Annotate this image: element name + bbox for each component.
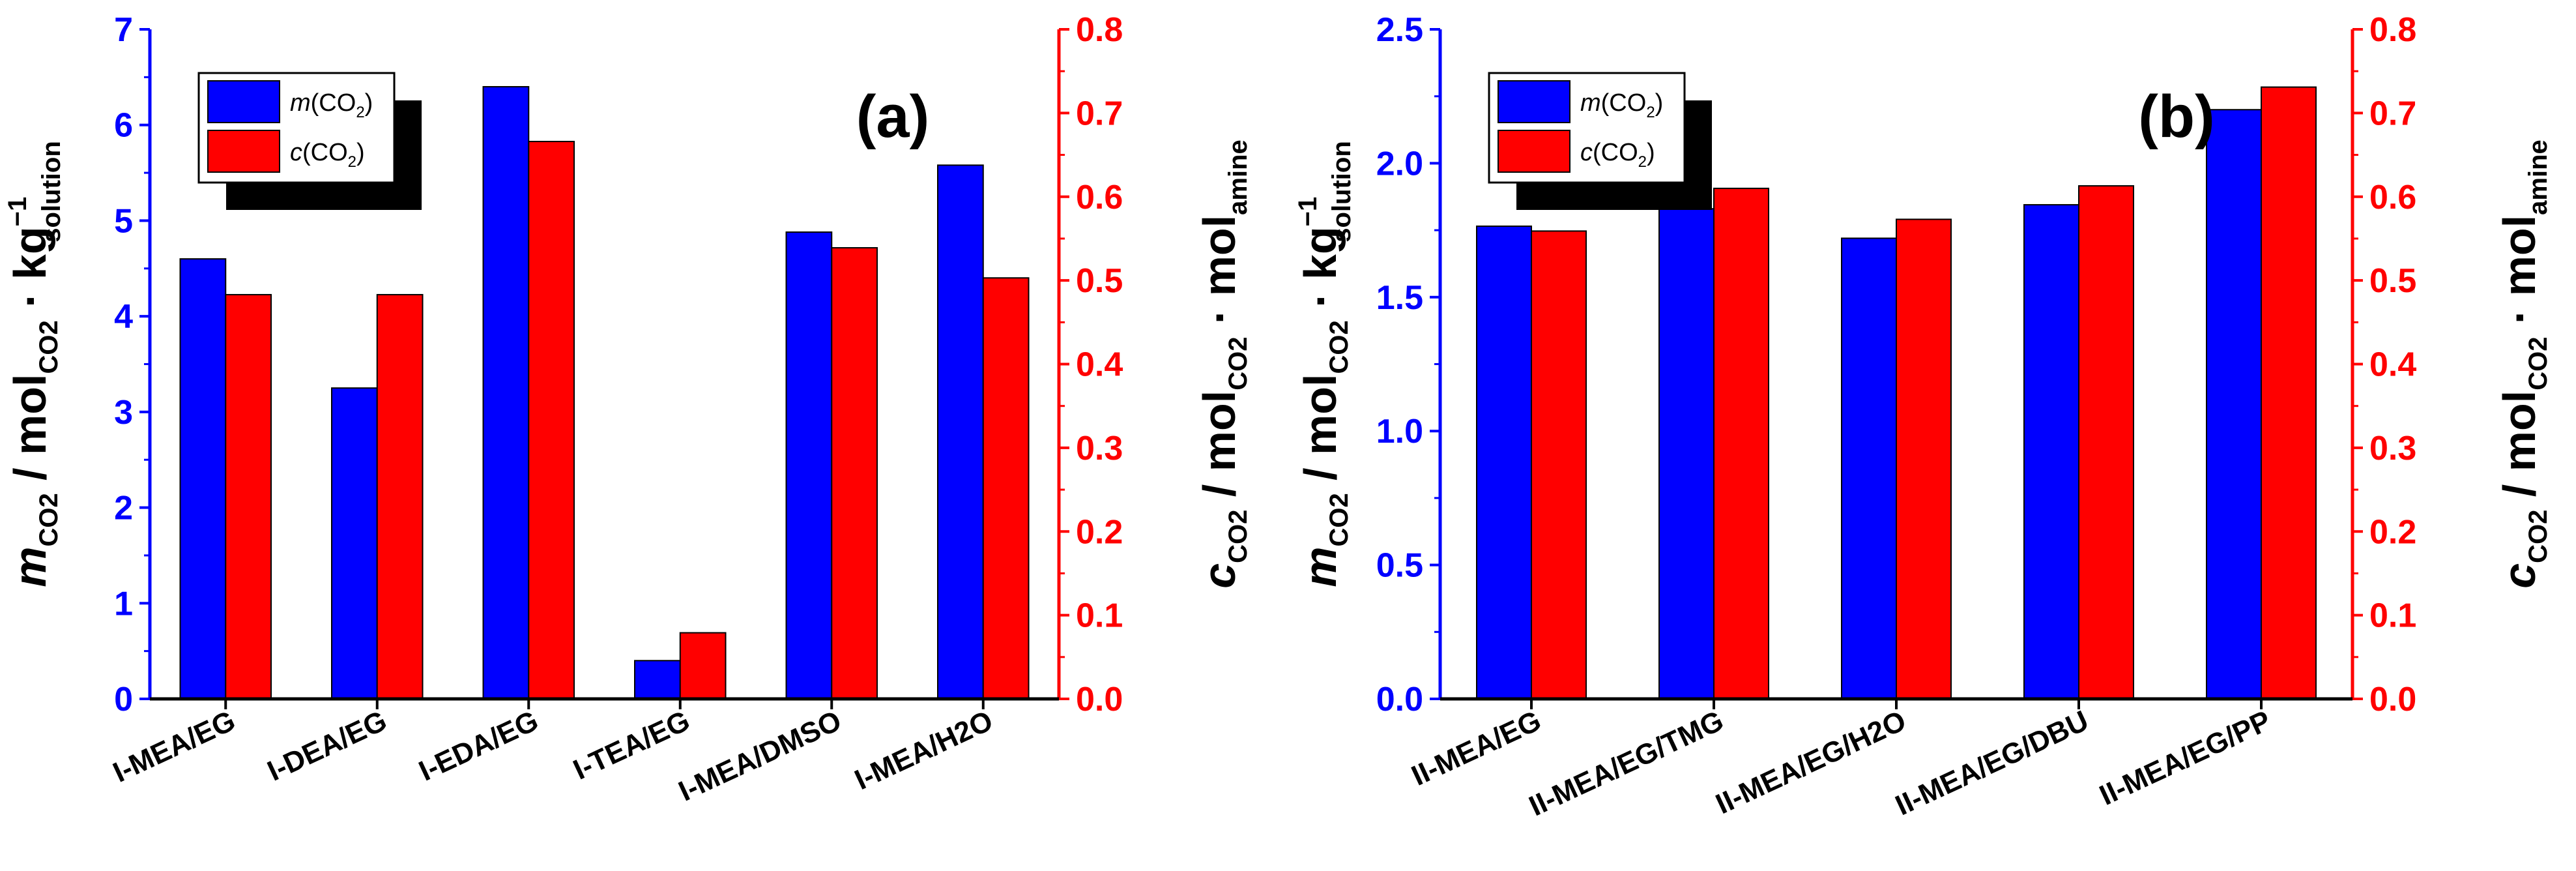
y-tick-label-left: 4 [114, 298, 133, 336]
panel-label: (b) [2138, 83, 2214, 150]
y-tick-label-right: 0.0 [1076, 681, 1123, 718]
y-tick-label-left: 1.5 [1376, 279, 1423, 317]
y-tick-label-right: 0.2 [2369, 513, 2416, 551]
y-tick-label-right: 0.3 [2369, 430, 2416, 467]
y-tick-label-right: 0.7 [1076, 95, 1123, 132]
x-tick-label: II-MEA/EG/TMG [1524, 705, 1728, 823]
y-tick-label-right: 0.5 [2369, 262, 2416, 300]
y-tick-label-right: 0.7 [2369, 95, 2416, 132]
y-tick-label-left: 0.0 [1376, 681, 1423, 718]
bar-m-co2 [1476, 225, 1532, 700]
y-tick-label-left: 2.0 [1376, 145, 1423, 183]
panel-label: (a) [856, 83, 929, 150]
legend-label-c: c(CO2) [290, 139, 365, 171]
legend-swatch-m [207, 80, 280, 123]
bar-m-co2 [482, 86, 530, 700]
bar-c-co2 [376, 293, 424, 700]
bar-m-co2 [179, 258, 227, 700]
y-tick-label-right: 0.3 [1076, 430, 1123, 467]
y-tick-label-left: 3 [114, 394, 133, 432]
y-axis-title-right: cCO2 / molCO2 · molamine [1194, 140, 1252, 589]
x-tick-label: II-MEA/EG [1407, 705, 1546, 792]
legend-label-m: m(CO2) [1580, 89, 1663, 121]
bar-m-co2 [937, 164, 984, 700]
y-tick-label-right: 0.1 [2369, 597, 2416, 635]
y-axis-title-left: mCO2 / molCO2 · kg−1 solution [1294, 141, 1356, 587]
x-tick-label: I-MEA/DMSO [674, 705, 846, 808]
y-tick-label-right: 0.0 [2369, 681, 2416, 718]
legend-label-c: c(CO2) [1580, 139, 1655, 171]
bar-c-co2 [982, 277, 1030, 700]
bar-c-co2 [1713, 187, 1769, 700]
y-tick-label-right: 0.4 [2369, 346, 2416, 384]
x-tick-label: I-EDA/EG [414, 705, 543, 788]
legend-swatch-c [207, 130, 280, 173]
y-tick-label-right: 0.1 [1076, 597, 1123, 635]
y-tick-label-right: 0.2 [1076, 513, 1123, 551]
bar-m-co2 [2023, 204, 2079, 700]
legend-swatch-c [1498, 130, 1570, 173]
y-axis-title-left: mCO2 / molCO2 · kg−1 solution [3, 141, 66, 587]
x-tick-label: II-MEA/EG/H2O [1711, 705, 1911, 821]
y-tick-label-left: 1 [114, 585, 133, 623]
y-tick-label-left: 0 [114, 681, 133, 718]
y-tick-label-right: 0.4 [1076, 346, 1123, 384]
chart-panel-a: I-MEA/EG I-DEA/EG I-EDA/EG I-TEA/EGI-MEA/DM… [3, 11, 1252, 808]
y-tick-label-left: 7 [114, 11, 133, 49]
y-tick-label-right: 0.5 [1076, 262, 1123, 300]
x-tick-label: II-MEA/EG/DBU [1890, 705, 2093, 822]
x-tick-label: II-MEA/EG/PP [2094, 705, 2276, 812]
legend-label-m: m(CO2) [290, 89, 373, 121]
x-tick-label: I-MEA/H2O [850, 705, 998, 796]
y-tick-label-left: 0.5 [1376, 547, 1423, 585]
bar-m-co2 [785, 231, 833, 700]
bar-m-co2 [2206, 109, 2262, 700]
bar-m-co2 [1658, 208, 1715, 700]
bar-m-co2 [331, 387, 378, 700]
bar-c-co2 [679, 632, 727, 700]
bar-c-co2 [2261, 86, 2317, 700]
bar-c-co2 [225, 293, 272, 700]
chart-panel-b: II-MEA/EGII-MEA/EG/TMGII-MEA/EG/H2OII-ME… [1294, 11, 2553, 822]
y-tick-label-left: 2 [114, 490, 133, 527]
y-tick-label-left: 1.0 [1376, 413, 1423, 450]
bar-m-co2 [634, 660, 681, 700]
x-tick-label: I-DEA/EG [263, 705, 392, 788]
bar-c-co2 [528, 141, 575, 700]
legend: m(CO2) c(CO2) [1488, 72, 1712, 210]
legend: m(CO2) c(CO2) [197, 72, 422, 210]
y-tick-label-right: 0.8 [1076, 11, 1123, 49]
bar-c-co2 [831, 247, 878, 700]
y-tick-label-right: 0.6 [1076, 179, 1123, 216]
x-tick-label: I-TEA/EG [568, 705, 695, 786]
y-axis-title-right: cCO2 / molCO2 · molamine [2494, 140, 2553, 589]
bar-c-co2 [1896, 218, 1952, 700]
y-tick-label-left: 6 [114, 107, 133, 145]
y-tick-label-right: 0.6 [2369, 179, 2416, 216]
bar-c-co2 [2078, 185, 2134, 700]
y-tick-label-left: 5 [114, 202, 133, 240]
bar-m-co2 [1841, 237, 1897, 700]
y-tick-label-right: 0.8 [2369, 11, 2416, 49]
y-tick-label-left: 2.5 [1376, 11, 1423, 49]
bar-c-co2 [1531, 230, 1587, 700]
legend-swatch-m [1498, 80, 1570, 123]
